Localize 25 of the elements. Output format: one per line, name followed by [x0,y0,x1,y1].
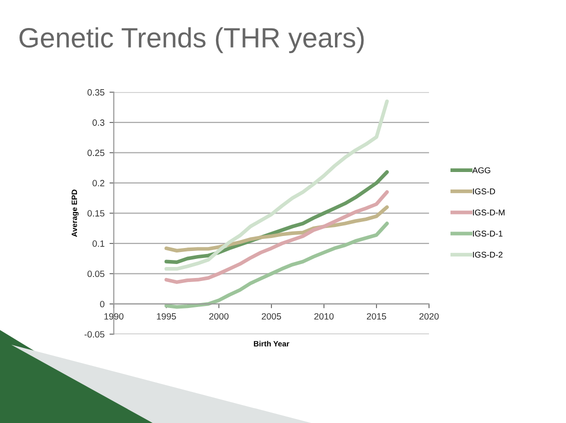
y-tick-label: 0 [100,300,104,308]
legend-label: AGG [472,167,490,174]
x-tick-label: 2010 [314,313,334,320]
line-series [164,222,389,309]
chart-title: Genetic Trends (THR years) [20,27,364,54]
x-tick-label: 2020 [419,313,439,320]
x-tick-label: 2000 [209,313,229,320]
x-tick-label: 1990 [104,313,124,320]
y-tick-label: 0.3 [92,119,104,126]
legend-label: IGS-D-1 [473,230,502,237]
y-tick-label: 0.05 [88,270,104,278]
legend-label: IGS-D [473,188,496,194]
y-tick-label: 0.25 [88,150,104,156]
line-series [164,99,389,271]
line-series [164,190,389,284]
y-tick-label: -0.05 [84,331,104,338]
y-tick-label: 0.35 [88,89,104,96]
x-tick-label: 2015 [366,313,386,320]
legend-label: IGS-D-2 [473,252,502,258]
y-tick-label: 0.1 [92,240,104,247]
x-tick-label: 2005 [262,313,282,320]
y-tick-label: 0.2 [92,180,104,186]
x-tick-label: 1995 [156,313,176,320]
y-tick-label: 0.15 [88,210,104,217]
legend-label: IGS-D-M [473,210,504,216]
